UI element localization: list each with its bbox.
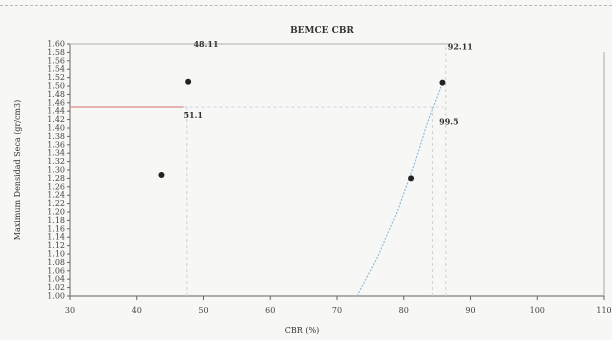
fit-curve (356, 82, 444, 297)
x-tick-label: 80 (399, 306, 409, 315)
y-tick-label: 1.06 (47, 266, 65, 275)
y-tick-label: 1.00 (47, 292, 65, 301)
y-tick-label: 1.48 (47, 90, 65, 99)
y-tick-label: 1.10 (47, 250, 65, 259)
y-tick-label: 1.24 (47, 191, 65, 200)
y-tick-label: 1.44 (47, 107, 65, 116)
plot-area: 30 40 50 60 70 80 90 100 110 1.001.021.041.061.08… (47, 39, 611, 315)
annotation-label-2: 51.1 (183, 110, 202, 120)
x-tick-label: 70 (332, 306, 342, 315)
y-tick-label: 1.42 (47, 115, 65, 124)
x-tick-label: 30 (65, 306, 75, 315)
data-point-3 (408, 175, 415, 182)
y-tick-label: 1.12 (47, 241, 65, 250)
y-tick-label: 1.04 (47, 275, 65, 284)
x-tick-label: 90 (465, 306, 475, 315)
y-tick-label: 1.40 (47, 124, 65, 133)
y-tick-label: 1.52 (47, 73, 65, 82)
data-point-4 (439, 79, 446, 86)
y-tick-label: 1.16 (47, 224, 65, 233)
y-tick-label: 1.36 (47, 140, 65, 149)
y-tick-label: 1.32 (47, 157, 65, 166)
y-tick-label: 1.50 (47, 82, 65, 91)
annotation-label-1: 48.11 (193, 39, 218, 49)
top-dashed-rule (0, 5, 612, 6)
x-tick-label: 40 (132, 306, 142, 315)
y-tick-label: 1.54 (47, 65, 65, 74)
y-axis-label: Maximum Densidad Seca (gr/cm3) (13, 100, 22, 240)
y-tick-label: 1.58 (47, 48, 65, 57)
x-tick-label: 60 (265, 306, 275, 315)
y-tick-label: 1.28 (47, 174, 65, 183)
y-tick-label: 1.02 (47, 283, 65, 292)
y-tick-label: 1.60 (47, 40, 65, 49)
data-point-2 (185, 78, 192, 85)
y-tick-label: 1.34 (47, 149, 65, 158)
y-tick-label: 1.18 (47, 216, 65, 225)
data-point-1 (158, 172, 165, 179)
y-tick-label: 1.22 (47, 199, 65, 208)
y-tick-label: 1.14 (47, 233, 65, 242)
y-tick-label: 1.46 (47, 98, 65, 107)
annotation-label-3: 99.5 (439, 117, 458, 127)
y-tick-label: 1.30 (47, 166, 65, 175)
x-axis-label: CBR (%) (285, 326, 319, 335)
annotation-label-4: 92.11 (448, 42, 473, 52)
y-tick-label: 1.20 (47, 208, 65, 217)
x-tick-label: 100 (530, 306, 545, 315)
y-tick-label: 1.08 (47, 258, 65, 267)
x-tick-label: 110 (596, 306, 611, 315)
y-tick-label: 1.38 (47, 132, 65, 141)
y-tick-label: 1.56 (47, 56, 65, 65)
x-tick-label: 50 (198, 306, 208, 315)
y-tick-label: 1.26 (47, 182, 65, 191)
chart-title: BEMCE CBR (290, 26, 354, 36)
